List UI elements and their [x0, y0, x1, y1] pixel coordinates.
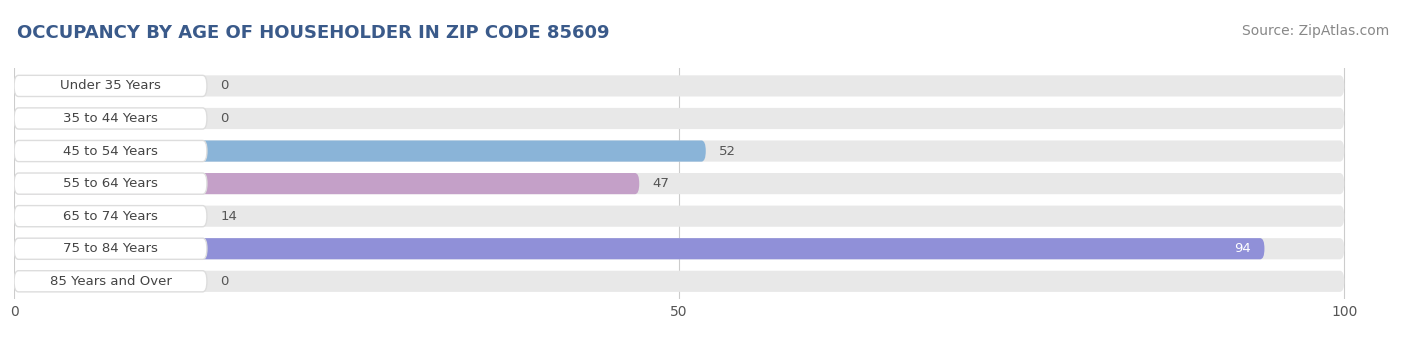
FancyBboxPatch shape: [14, 206, 200, 227]
FancyBboxPatch shape: [14, 206, 207, 227]
FancyBboxPatch shape: [14, 108, 207, 129]
Text: 0: 0: [221, 112, 229, 125]
FancyBboxPatch shape: [14, 140, 207, 162]
FancyBboxPatch shape: [14, 238, 1264, 259]
Text: 94: 94: [1234, 242, 1251, 255]
FancyBboxPatch shape: [14, 75, 207, 97]
FancyBboxPatch shape: [14, 206, 1344, 227]
Text: 0: 0: [221, 80, 229, 92]
FancyBboxPatch shape: [14, 140, 706, 162]
Text: OCCUPANCY BY AGE OF HOUSEHOLDER IN ZIP CODE 85609: OCCUPANCY BY AGE OF HOUSEHOLDER IN ZIP C…: [17, 24, 609, 42]
FancyBboxPatch shape: [14, 173, 640, 194]
Text: 47: 47: [652, 177, 669, 190]
FancyBboxPatch shape: [14, 140, 1344, 162]
FancyBboxPatch shape: [14, 108, 1344, 129]
Text: 55 to 64 Years: 55 to 64 Years: [63, 177, 157, 190]
FancyBboxPatch shape: [14, 238, 207, 259]
Text: 0: 0: [221, 275, 229, 288]
FancyBboxPatch shape: [14, 238, 1344, 259]
FancyBboxPatch shape: [14, 75, 1344, 97]
FancyBboxPatch shape: [14, 271, 1344, 292]
FancyBboxPatch shape: [14, 173, 207, 194]
Text: 52: 52: [718, 144, 737, 157]
Text: 65 to 74 Years: 65 to 74 Years: [63, 210, 157, 223]
Text: 35 to 44 Years: 35 to 44 Years: [63, 112, 157, 125]
Text: 45 to 54 Years: 45 to 54 Years: [63, 144, 157, 157]
Text: 85 Years and Over: 85 Years and Over: [49, 275, 172, 288]
Text: Under 35 Years: Under 35 Years: [60, 80, 160, 92]
Text: 75 to 84 Years: 75 to 84 Years: [63, 242, 157, 255]
FancyBboxPatch shape: [14, 173, 1344, 194]
Text: 14: 14: [221, 210, 238, 223]
FancyBboxPatch shape: [14, 271, 207, 292]
Text: Source: ZipAtlas.com: Source: ZipAtlas.com: [1241, 24, 1389, 38]
